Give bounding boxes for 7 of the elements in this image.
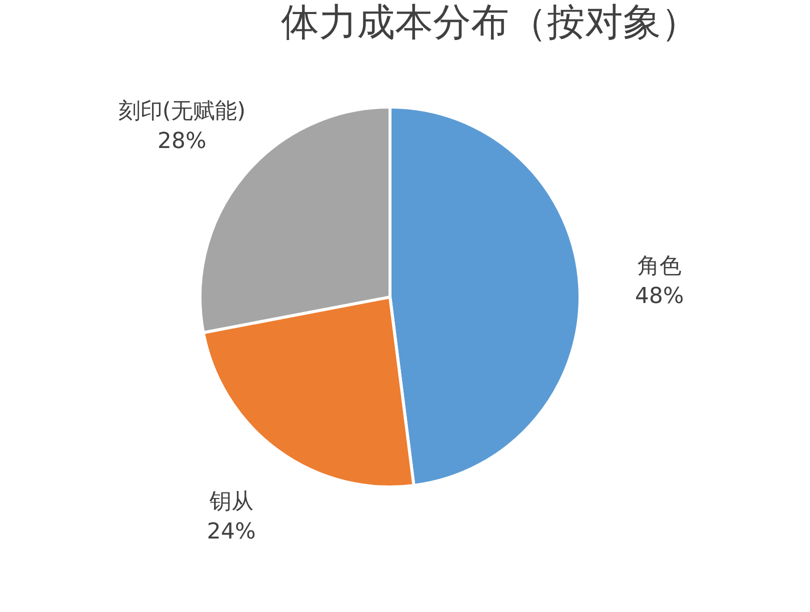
data-label: 48% [635, 284, 684, 310]
data-label: 24% [206, 519, 256, 544]
chart-title: 体力成本分布（按对象） [281, 0, 699, 44]
slice-label: 角色 [637, 254, 682, 280]
slice-label: 刻印(无赋能) [118, 98, 246, 124]
data-label: 28% [158, 128, 206, 154]
slice-label: 钥从 [208, 489, 254, 514]
